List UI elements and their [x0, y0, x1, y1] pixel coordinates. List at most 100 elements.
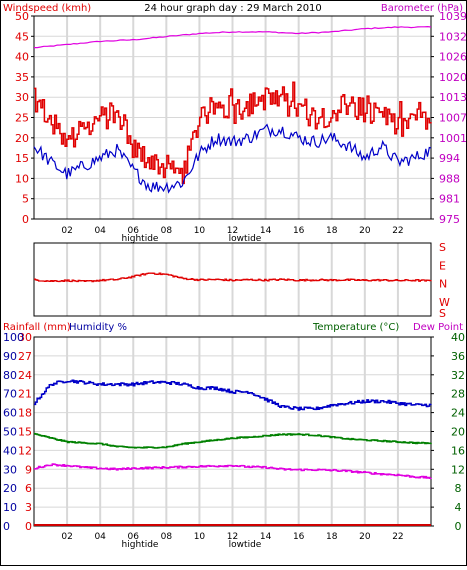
bottom-x-tick-label: 14: [260, 532, 272, 542]
top-x-tick-label: 22: [392, 226, 403, 236]
top-lowtide-label: lowtide: [229, 234, 262, 244]
rainfall-tick-label: 30: [18, 331, 32, 344]
bottom-x-tick-label: 20: [359, 532, 371, 542]
temperature-ticks: 0 4 8 12 16 20 24 28 32 36 40: [431, 331, 465, 533]
bottom-hightide-label: hightide: [122, 540, 159, 550]
rainfall-tick-label: 15: [18, 426, 32, 439]
top-x-tick-label: 10: [194, 226, 206, 236]
bottom-x-tick-label: 08: [161, 532, 173, 542]
top-x-tick-label: 02: [61, 226, 72, 236]
rainfall-tick-label: 24: [18, 369, 32, 382]
top-x-ticks: 02 04 06 08 10 12 14 16 18 20 22: [61, 226, 403, 236]
direction-label: E: [439, 259, 446, 272]
humidity-tick-label: 100: [3, 331, 24, 344]
bottom-x-tick-label: 10: [194, 532, 206, 542]
bottom-chart-grid: [34, 337, 431, 526]
top-x-tick-label: 12: [227, 226, 238, 236]
barometer-tick-label: 1007: [439, 112, 466, 125]
humidity-tick-label: 90: [3, 350, 17, 363]
windspeed-tick-label: 45: [15, 30, 29, 43]
windspeed-tick-label: 25: [15, 112, 29, 125]
humidity-tick-label: 80: [3, 369, 17, 382]
top-chart-grid: [34, 16, 431, 219]
barometer-axis-label: Barometer (hPa): [381, 3, 463, 14]
top-x-tick-label: 06: [128, 226, 140, 236]
temperature-tick-label: 0: [455, 520, 462, 533]
direction-series-group: [34, 272, 432, 283]
humidity-tick-label: 10: [3, 501, 17, 514]
rainfall-tick-label: 12: [18, 444, 32, 457]
humidity-tick-label: 0: [3, 520, 10, 533]
top-hightide-label: hightide: [122, 234, 159, 244]
humidity-tick-label: 40: [3, 444, 17, 457]
rainfall-tick-label: 6: [25, 482, 32, 495]
top-x-tick-label: 04: [94, 226, 106, 236]
bottom-lowtide-label: lowtide: [229, 540, 262, 550]
rainfall-ticks: 0 3 6 9 12 15 18 21 24 27 30: [18, 331, 32, 533]
barometer-tick-label: 1032: [439, 30, 466, 43]
bottom-x-tick-label: 18: [326, 532, 338, 542]
humidity-tick-label: 50: [3, 426, 17, 439]
top-x-tick-label: 18: [326, 226, 338, 236]
bottom-x-tick-label: 02: [61, 532, 72, 542]
dew-point-axis-label: Dew Point: [413, 322, 463, 333]
top-right-ticks: 975 981 988 994 1001 1007 1013 1020 1026 1032 1039: [431, 10, 467, 226]
humidity-tick-label: 30: [3, 463, 17, 476]
bottom-x-tick-label: 06: [128, 532, 140, 542]
barometer-tick-label: 988: [439, 172, 460, 185]
barometer-tick-label: 975: [439, 213, 460, 226]
bottom-x-tick-label: 22: [392, 532, 403, 542]
barometer-tick-label: 994: [439, 152, 460, 165]
humidity-tick-label: 60: [3, 407, 17, 420]
windspeed-axis-label: Windspeed (kmh): [3, 3, 91, 14]
wind-direction-line: [34, 272, 432, 283]
rainfall-tick-label: 21: [18, 388, 32, 401]
dew-point-line: [34, 463, 432, 480]
barometer-tick-label: 1001: [439, 132, 466, 145]
temperature-tick-label: 8: [455, 482, 462, 495]
bottom-x-tick-label: 12: [227, 532, 238, 542]
temperature-tick-label: 24: [451, 407, 465, 420]
direction-label: S: [439, 241, 446, 254]
top-x-tick-label: 08: [161, 226, 173, 236]
top-x-tick-label: 14: [260, 226, 272, 236]
wind-gust-line: [34, 81, 432, 185]
barometer-tick-label: 1013: [439, 91, 466, 104]
barometer-tick-label: 1020: [439, 71, 466, 84]
windspeed-tick-label: 15: [15, 152, 29, 165]
rainfall-tick-label: 9: [25, 463, 32, 476]
top-series-group: [33, 25, 432, 194]
barometer-tick-label: 1026: [439, 51, 466, 64]
direction-label: S: [439, 307, 446, 320]
rainfall-tick-label: 3: [25, 501, 32, 514]
temperature-tick-label: 36: [451, 350, 465, 363]
windspeed-tick-label: 50: [15, 10, 29, 23]
windspeed-tick-label: 40: [15, 51, 29, 64]
windspeed-tick-label: 35: [15, 71, 29, 84]
humidity-line: [34, 379, 432, 411]
temperature-tick-label: 40: [451, 331, 465, 344]
chart-title: 24 hour graph day : 29 March 2010: [144, 3, 322, 14]
humidity-tick-label: 70: [3, 388, 17, 401]
temperature-tick-label: 16: [451, 444, 465, 457]
rainfall-tick-label: 18: [18, 407, 32, 420]
temperature-tick-label: 20: [451, 426, 465, 439]
barometer-tick-label: 981: [439, 193, 460, 206]
bottom-x-tick-label: 16: [293, 532, 305, 542]
temperature-tick-label: 4: [455, 501, 462, 514]
windspeed-tick-label: 20: [15, 132, 29, 145]
windspeed-tick-label: 10: [15, 172, 29, 185]
windspeed-tick-label: 30: [15, 91, 29, 104]
bottom-series-group: [34, 379, 432, 526]
bottom-x-ticks: 02 04 06 08 10 12 14 16 18 20 22: [61, 532, 403, 542]
windspeed-tick-label: 0: [22, 213, 29, 226]
barometer-tick-label: 1039: [439, 10, 466, 23]
rainfall-tick-label: 27: [18, 350, 32, 363]
direction-label: N: [439, 278, 447, 291]
temperature-tick-label: 32: [451, 369, 465, 382]
bottom-x-tick-label: 04: [94, 532, 106, 542]
direction-label: W: [439, 296, 450, 309]
